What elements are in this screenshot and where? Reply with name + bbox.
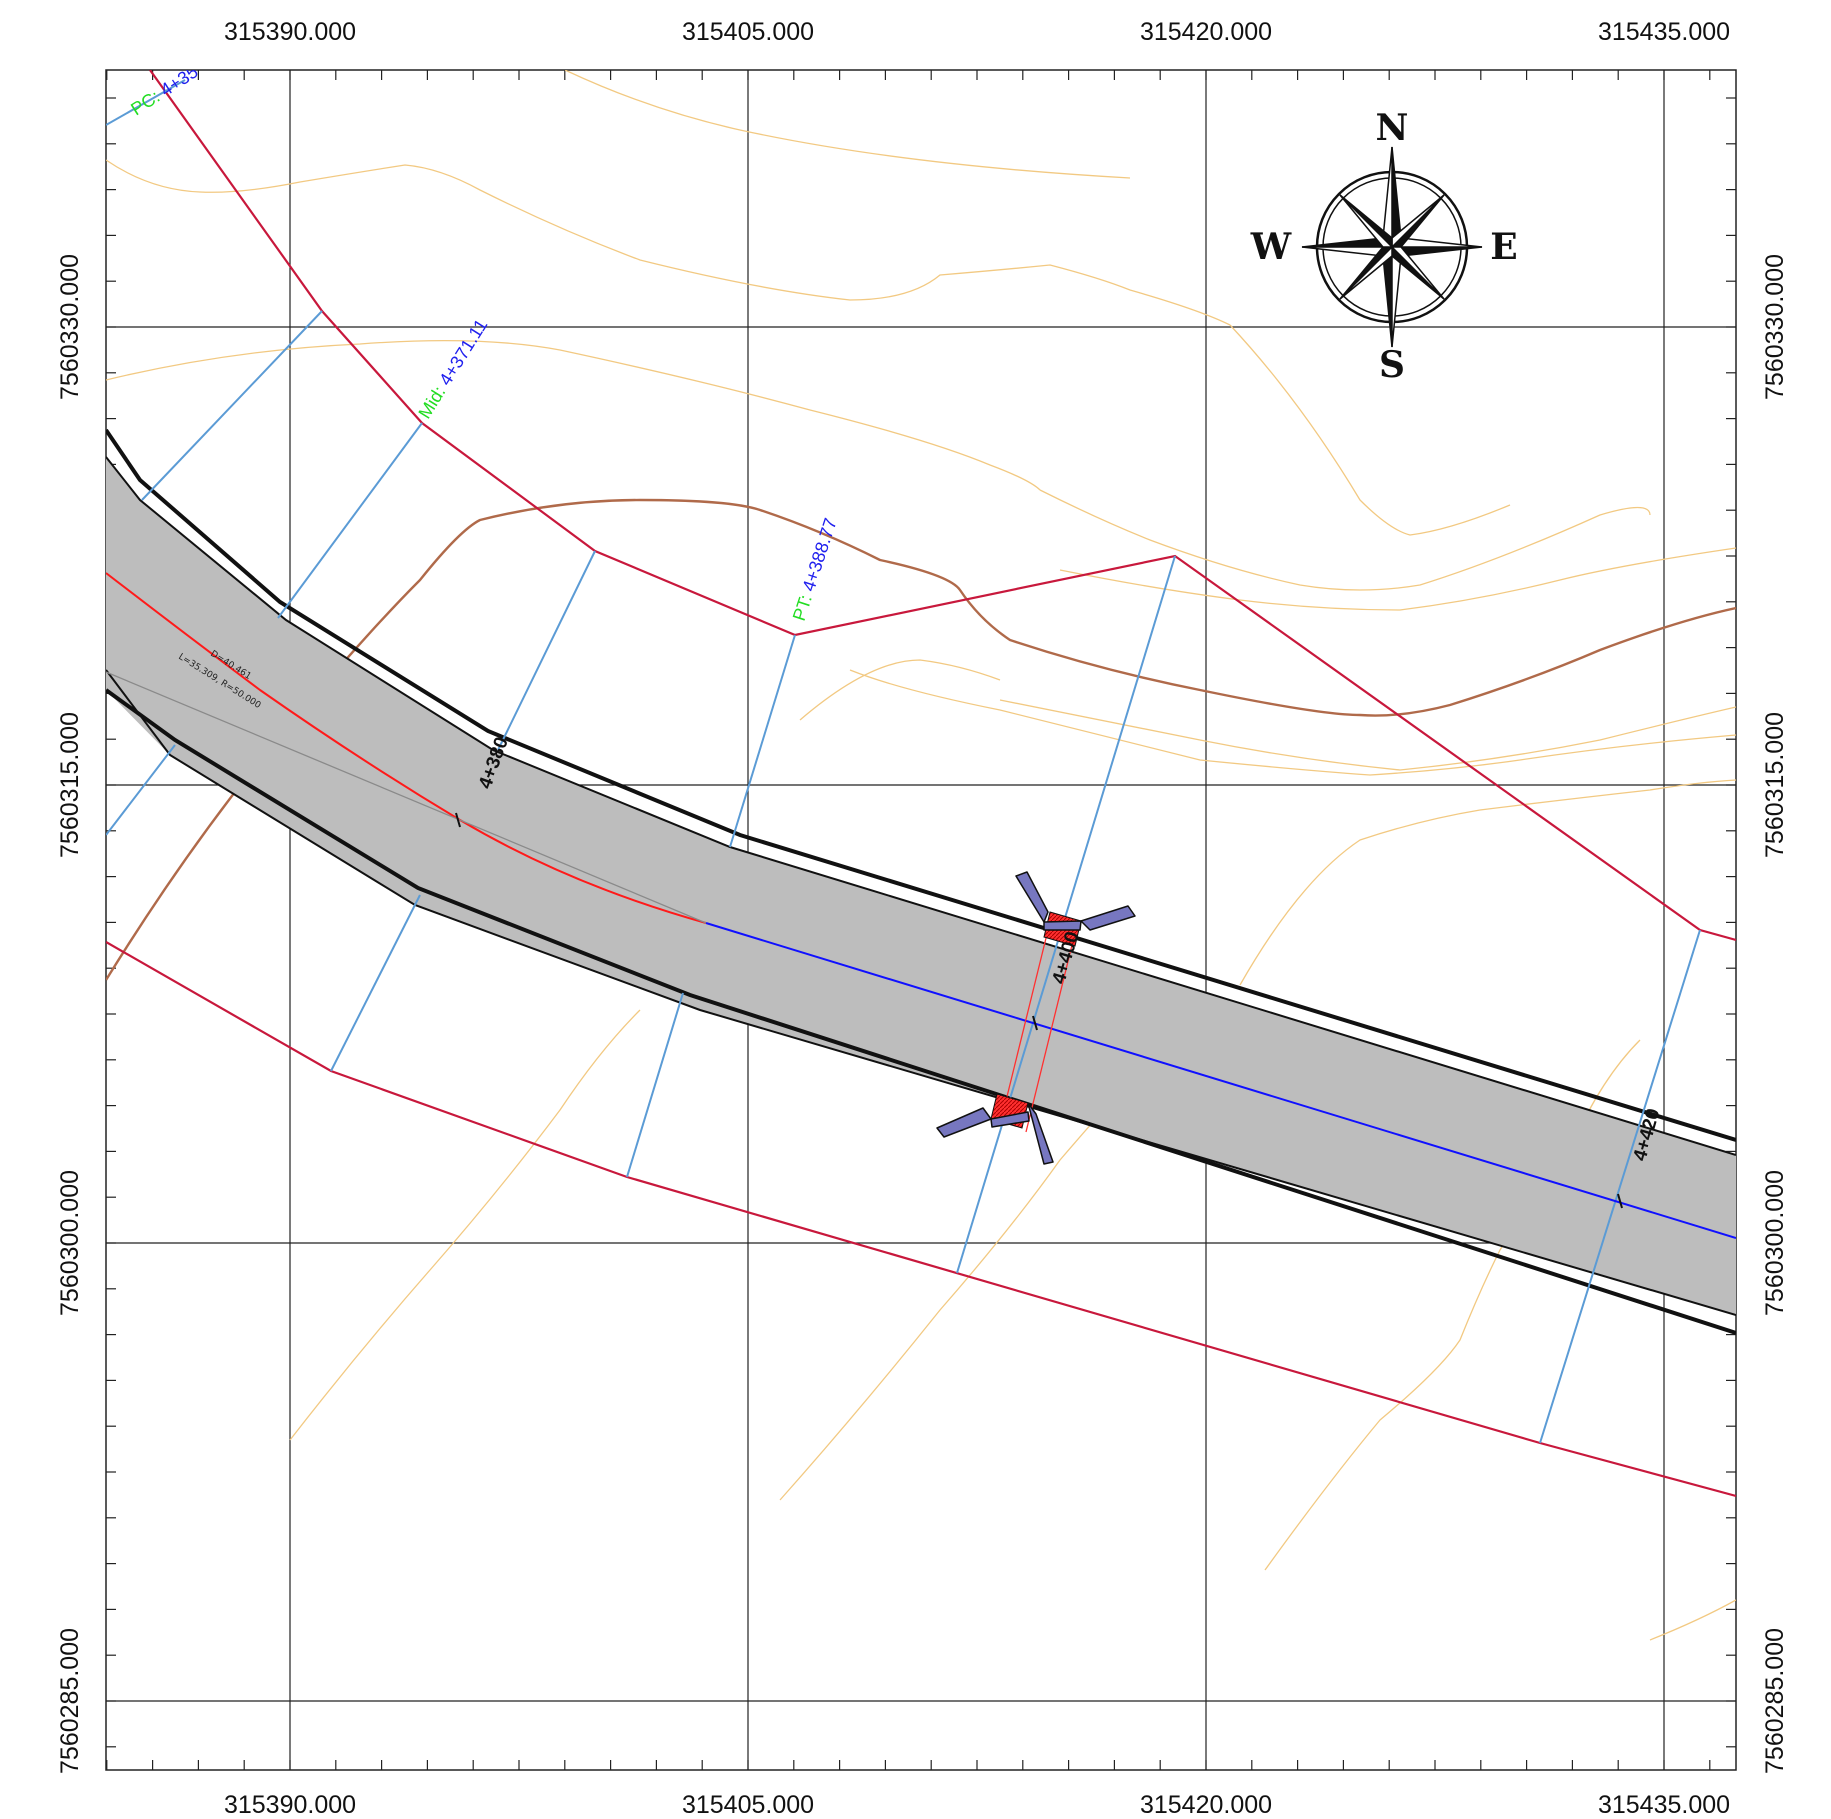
- y-tick-label-left: 7560315.000: [56, 712, 84, 858]
- xsec-line: [106, 79, 186, 126]
- xsec-line: [330, 894, 421, 1072]
- culvert: [936, 871, 1136, 1165]
- xsec-line: [141, 310, 323, 501]
- row-line-north: [149, 70, 1736, 942]
- xsec-line: [729, 634, 796, 848]
- x-axis-bottom: 315390.000 315405.000 315420.000 315435.…: [224, 1791, 1730, 1819]
- y-tick-label-right: 7560315.000: [1761, 712, 1789, 858]
- road: [106, 428, 1736, 1335]
- contour-line: [1649, 1599, 1736, 1641]
- y-axis-left: 7560330.000 7560315.000 7560300.000 7560…: [56, 254, 84, 1774]
- x-tick-label-top: 315390.000: [224, 18, 356, 46]
- y-tick-label-left: 7560330.000: [56, 254, 84, 400]
- contour-line: [1229, 324, 1511, 536]
- station-tick: [1617, 1193, 1623, 1209]
- y-tick-label-right: 7560300.000: [1761, 1170, 1789, 1316]
- contour-line: [106, 159, 1231, 326]
- pt-label: PT: 4+388.77: [789, 516, 841, 624]
- xsec-line: [626, 992, 684, 1178]
- compass-north: N: [1376, 107, 1409, 149]
- contour-line: [849, 669, 1736, 776]
- station-tick: [455, 812, 461, 828]
- alignment: [106, 572, 1736, 1239]
- x-tick-label-top: 315405.000: [682, 18, 814, 46]
- contour-line: [1059, 547, 1736, 611]
- cross-section-lines: [106, 79, 1701, 1444]
- xsec-line: [106, 744, 176, 836]
- xsec-line: [956, 555, 1176, 1274]
- x-tick-label-bottom: 315390.000: [224, 1791, 356, 1819]
- culvert-headwall-icon: [936, 871, 1136, 1165]
- compass-west: W: [1250, 226, 1292, 268]
- station-tick: [1032, 1015, 1038, 1031]
- compass-east: E: [1490, 226, 1517, 268]
- x-axis-top: 315390.000 315405.000 315420.000 315435.…: [224, 18, 1730, 46]
- y-tick-label-left: 7560285.000: [56, 1628, 84, 1774]
- contour-line: [1239, 779, 1736, 986]
- compass-south: S: [1379, 344, 1405, 386]
- road-edge-south-outer: [106, 688, 1736, 1335]
- coordinate-grid: [106, 70, 1736, 1770]
- y-tick-label-right: 7560285.000: [1761, 1628, 1789, 1774]
- contour-line: [106, 339, 1041, 491]
- y-axis-right: 7560330.000 7560315.000 7560300.000 7560…: [1761, 254, 1789, 1774]
- culvert-pipe-edge: [1025, 936, 1075, 1133]
- contour-line: [106, 498, 1736, 981]
- road-edge-north-inner: [106, 456, 1736, 1156]
- y-tick-label-left: 7560300.000: [56, 1170, 84, 1316]
- road-surface: [106, 457, 1736, 1315]
- compass-rose-icon: N S E W: [1250, 107, 1518, 386]
- pc-value: 4+35: [157, 61, 202, 100]
- culvert-pipe-edge: [999, 929, 1049, 1126]
- x-tick-label-top: 315420.000: [1140, 18, 1272, 46]
- alignment-tangent: [705, 922, 1736, 1239]
- x-tick-label-top: 315435.000: [1598, 18, 1730, 46]
- alignment-curve: [106, 572, 707, 924]
- frame-ticks: [106, 70, 1736, 1770]
- xsec-line: [277, 422, 423, 619]
- road-edge-north-outer: [106, 428, 1736, 1142]
- contour-line: [564, 70, 1131, 179]
- mid-label: Mid: 4+371.11: [414, 315, 491, 422]
- y-tick-label-right: 7560330.000: [1761, 254, 1789, 400]
- contour-line: [999, 699, 1736, 771]
- xsec-line: [497, 550, 596, 751]
- contour-line: [1039, 489, 1651, 591]
- x-tick-label-bottom: 315420.000: [1140, 1791, 1272, 1819]
- contour-line: [289, 1009, 641, 1441]
- contour-line: [799, 659, 1001, 721]
- x-tick-label-bottom: 315405.000: [682, 1791, 814, 1819]
- major-contours: [106, 498, 1736, 981]
- x-tick-label-bottom: 315435.000: [1598, 1791, 1730, 1819]
- chord-line: [106, 671, 707, 924]
- map-frame: [105, 69, 1737, 1771]
- xsec-line: [1539, 929, 1701, 1444]
